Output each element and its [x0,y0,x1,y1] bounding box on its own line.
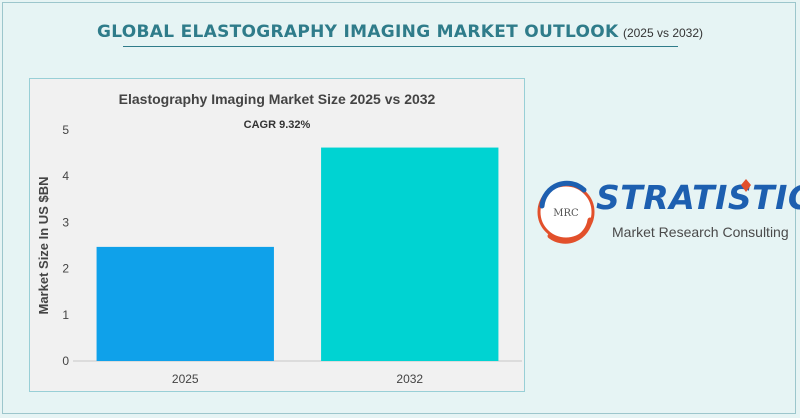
bar-2032 [321,147,499,361]
bar-chart: Elastography Imaging Market Size 2025 vs… [36,91,522,386]
y-tick-label: 4 [62,169,69,183]
y-tick-label: 0 [62,354,69,368]
outer-frame [2,2,796,414]
chart-card: Elastography Imaging Market Size 2025 vs… [29,78,525,392]
stratistics-logo: MRC STRATISTICS Market Research Consulti… [532,176,800,248]
bar-2025 [96,246,274,361]
x-tick-label: 2032 [396,372,423,386]
title-underline [123,46,678,47]
page-title-main: GLOBAL ELASTOGRAPHY IMAGING MARKET OUTLO… [96,22,619,42]
y-tick-label: 5 [62,123,69,137]
x-tick-label: 2025 [172,372,199,386]
logo-emblem-icon: MRC [537,180,595,244]
y-tick-label: 3 [62,215,69,229]
y-tick-label: 2 [62,262,69,276]
chart-subtitle: CAGR 9.32% [244,119,311,131]
logo-emblem-text: MRC [553,208,579,219]
logo-brand-name: STRATISTICS [596,178,800,217]
chart-title: Elastography Imaging Market Size 2025 vs… [119,91,436,107]
page-title-sub: (2025 vs 2032) [622,26,704,40]
y-axis-label: Market Size In US $BN [36,177,51,315]
page-title: GLOBAL ELASTOGRAPHY IMAGING MARKET OUTLO… [0,22,800,42]
y-tick-label: 1 [62,308,69,322]
logo-pin-icon [741,179,751,192]
logo-tagline: Market Research Consulting [612,224,789,240]
